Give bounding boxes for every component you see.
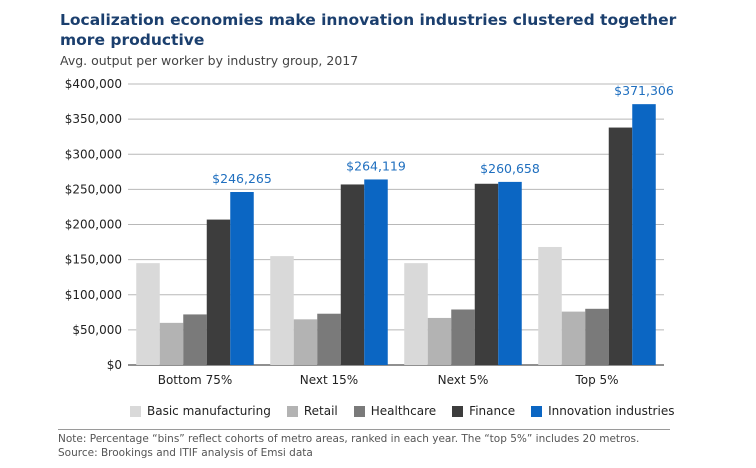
chart-subtitle: Avg. output per worker by industry group… bbox=[60, 53, 359, 68]
legend-label: Finance bbox=[469, 404, 516, 418]
legend-item: Finance bbox=[452, 404, 515, 418]
legend-label: Basic manufacturing bbox=[147, 404, 271, 418]
footnote: Note: Percentage “bins” reflect cohorts … bbox=[58, 432, 748, 460]
y-tick-label: $350,000 bbox=[65, 112, 122, 126]
legend-label: Healthcare bbox=[370, 404, 437, 418]
bar-basic-manufacturing bbox=[270, 256, 294, 365]
bar-healthcare bbox=[451, 309, 475, 365]
bar-innovation-industries bbox=[632, 104, 656, 365]
bar-finance bbox=[340, 184, 365, 365]
bar-basic-manufacturing bbox=[538, 246, 562, 365]
data-label: $246,265 bbox=[212, 171, 272, 186]
y-tick-label: $50,000 bbox=[72, 323, 122, 337]
y-tick-label: $100,000 bbox=[65, 288, 122, 302]
legend-swatch bbox=[452, 405, 464, 417]
legend-item: Innovation industries bbox=[531, 404, 674, 418]
legend-swatch bbox=[130, 405, 141, 417]
y-tick-label: $400,000 bbox=[65, 77, 122, 91]
data-labels: $246,265 $264,119 $260,658 $371,306 bbox=[212, 83, 674, 186]
legend-swatch bbox=[286, 405, 298, 417]
y-tick-label: $150,000 bbox=[65, 253, 122, 267]
y-tick-label: $200,000 bbox=[65, 218, 122, 232]
legend-swatch bbox=[531, 405, 543, 417]
footer-divider bbox=[58, 429, 670, 430]
bar-innovation-industries bbox=[364, 179, 388, 365]
bar-chart: $0 $50,000 $100,000 $150,000 $200,000 $250,00… bbox=[65, 77, 674, 387]
x-tick-label: Bottom 75% bbox=[158, 373, 233, 387]
bar-basic-manufacturing bbox=[136, 263, 160, 365]
bar-healthcare bbox=[585, 308, 609, 365]
bar-finance bbox=[474, 183, 499, 365]
bar-retail bbox=[561, 311, 586, 365]
bar-retail bbox=[159, 322, 184, 365]
y-axis-ticks: $0 $50,000 $100,000 $150,000 $200,000 $250,00… bbox=[65, 77, 122, 372]
bars bbox=[136, 104, 656, 366]
bar-finance bbox=[206, 219, 231, 365]
x-tick-label: Top 5% bbox=[574, 373, 618, 387]
legend-label: Innovation industries bbox=[548, 404, 675, 418]
y-tick-label: $300,000 bbox=[65, 147, 122, 161]
chart-title: Localization economies make innovation i… bbox=[60, 11, 677, 49]
legend-swatch bbox=[353, 405, 365, 417]
source-text: Source: Brookings and ITIF analysis of E… bbox=[58, 447, 313, 459]
bar-retail bbox=[427, 317, 452, 365]
legend-item: Basic manufacturing bbox=[130, 404, 271, 418]
legend-item: Retail bbox=[286, 404, 338, 418]
bar-basic-manufacturing bbox=[404, 263, 428, 365]
data-label: $371,306 bbox=[614, 83, 674, 98]
x-tick-label: Next 5% bbox=[438, 373, 489, 387]
note-text: Note: Percentage “bins” reflect cohorts … bbox=[58, 433, 640, 445]
legend: Basic manufacturing Retail Healthcare Finan… bbox=[130, 404, 674, 418]
x-axis-ticks: Bottom 75% Next 15% Next 5% Top 5% bbox=[158, 373, 619, 387]
data-label: $260,658 bbox=[480, 161, 540, 176]
y-tick-label: $0 bbox=[107, 358, 122, 372]
legend-label: Retail bbox=[303, 404, 338, 418]
bar-retail bbox=[293, 319, 318, 365]
legend-item: Healthcare bbox=[353, 404, 437, 418]
y-tick-label: $250,000 bbox=[65, 182, 122, 196]
bar-healthcare bbox=[317, 313, 341, 365]
bar-healthcare bbox=[183, 314, 207, 365]
bar-finance bbox=[608, 127, 633, 366]
data-label: $264,119 bbox=[346, 158, 406, 173]
bar-innovation-industries bbox=[498, 181, 522, 365]
bar-innovation-industries bbox=[230, 191, 254, 365]
x-tick-label: Next 15% bbox=[300, 373, 358, 387]
